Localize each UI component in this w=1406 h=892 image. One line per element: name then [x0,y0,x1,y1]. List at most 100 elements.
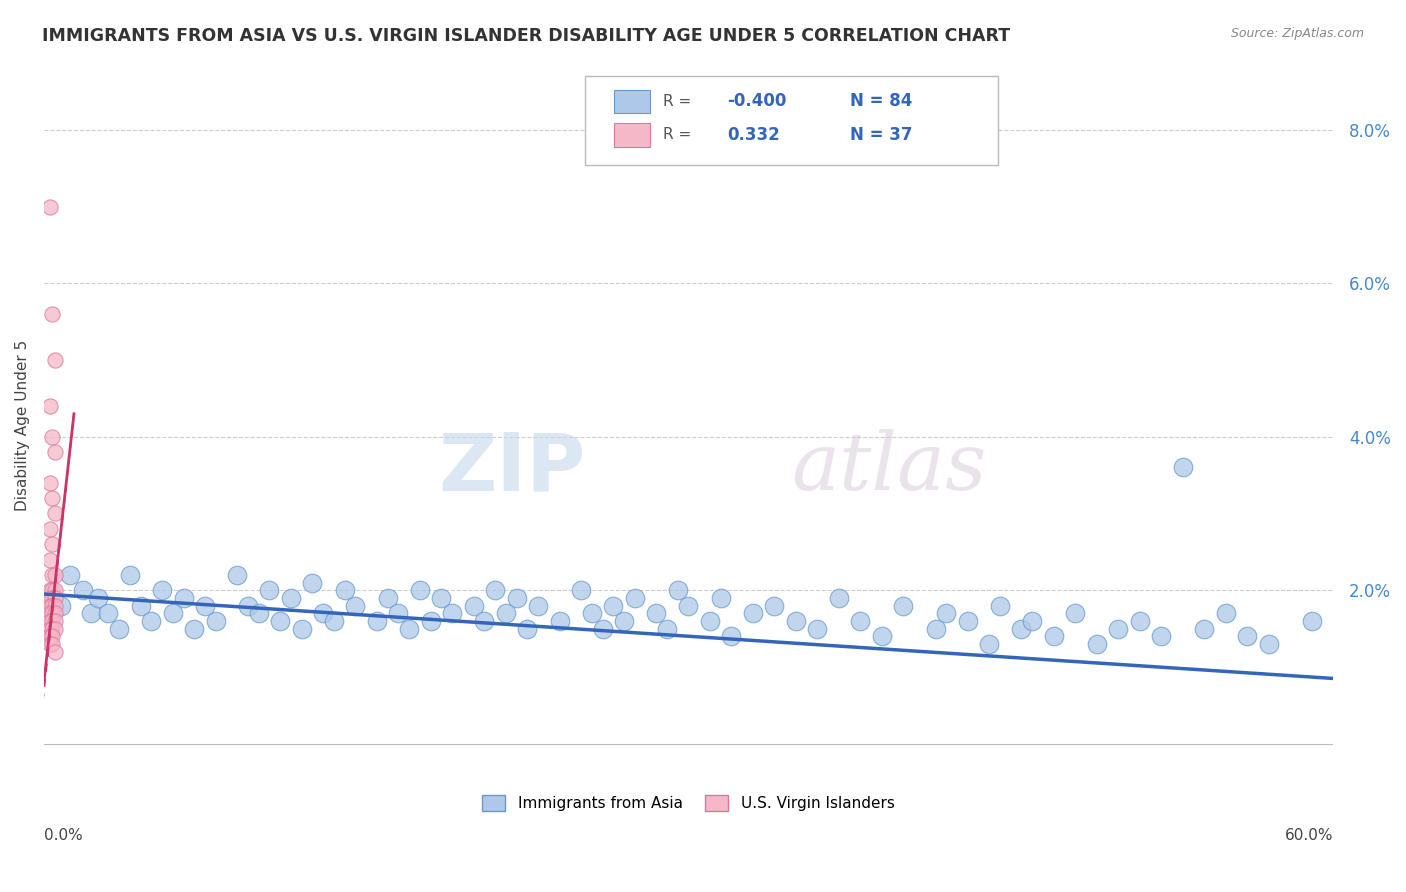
Point [849,614,872,628]
Point [569,583,592,598]
Point [366,614,388,628]
Point [1011,622,1033,636]
Point [344,599,367,613]
Point [592,622,614,636]
Point [387,606,409,620]
Text: 0.0%: 0.0% [44,828,83,843]
Text: ZIP: ZIP [439,429,585,507]
Point [44,606,66,620]
Point [236,599,259,613]
Point [1257,637,1279,651]
Point [1064,606,1087,620]
Text: R =: R = [662,94,696,109]
Point [44,614,66,628]
Point [472,614,495,628]
Point [1129,614,1152,628]
Point [44,445,66,459]
Point [49,599,72,613]
Point [891,599,914,613]
Point [41,307,63,321]
Point [280,591,302,605]
Point [484,583,506,598]
Point [44,591,66,605]
Point [377,591,399,605]
Point [1301,614,1323,628]
Point [409,583,432,598]
Point [463,599,485,613]
Point [1150,629,1173,643]
Point [742,606,765,620]
FancyBboxPatch shape [613,90,650,113]
Point [41,606,63,620]
Point [441,606,464,620]
Point [39,591,62,605]
Point [527,599,550,613]
Point [41,537,63,551]
Point [41,430,63,444]
Point [1042,629,1064,643]
Point [828,591,851,605]
Text: Source: ZipAtlas.com: Source: ZipAtlas.com [1230,27,1364,40]
Point [39,606,62,620]
Point [44,507,66,521]
Point [259,583,281,598]
Point [39,637,62,651]
Point [183,622,205,636]
Point [291,622,314,636]
Point [398,622,420,636]
Text: R =: R = [662,128,696,143]
Point [39,399,62,413]
Point [129,599,152,613]
Point [39,200,62,214]
Point [204,614,226,628]
Point [581,606,603,620]
Point [39,629,62,643]
Point [39,475,62,490]
Text: N = 37: N = 37 [849,126,912,144]
Point [39,622,62,636]
Point [41,567,63,582]
Point [935,606,957,620]
Point [655,622,678,636]
Text: atlas: atlas [792,429,987,507]
Point [505,591,527,605]
FancyBboxPatch shape [585,76,998,165]
Point [956,614,979,628]
Point [988,599,1011,613]
Point [979,637,1001,651]
Point [1021,614,1043,628]
Point [44,583,66,598]
Point [108,622,131,636]
Point [39,614,62,628]
Point [678,599,700,613]
Point [41,622,63,636]
Point [39,552,62,566]
Point [162,606,184,620]
Point [710,591,733,605]
Point [86,591,108,605]
Point [1171,460,1194,475]
Point [323,614,346,628]
Point [1192,622,1215,636]
Point [41,637,63,651]
Point [39,599,62,613]
Point [118,567,141,582]
Point [645,606,668,620]
Point [419,614,441,628]
Text: -0.400: -0.400 [727,93,786,111]
Point [763,599,786,613]
Point [623,591,645,605]
Point [924,622,946,636]
Point [1107,622,1129,636]
Point [194,599,217,613]
Point [247,606,270,620]
Point [41,629,63,643]
Point [699,614,721,628]
Point [44,644,66,658]
Point [269,614,291,628]
Point [44,599,66,613]
Point [516,622,538,636]
Point [97,606,120,620]
Point [41,614,63,628]
Point [1085,637,1108,651]
